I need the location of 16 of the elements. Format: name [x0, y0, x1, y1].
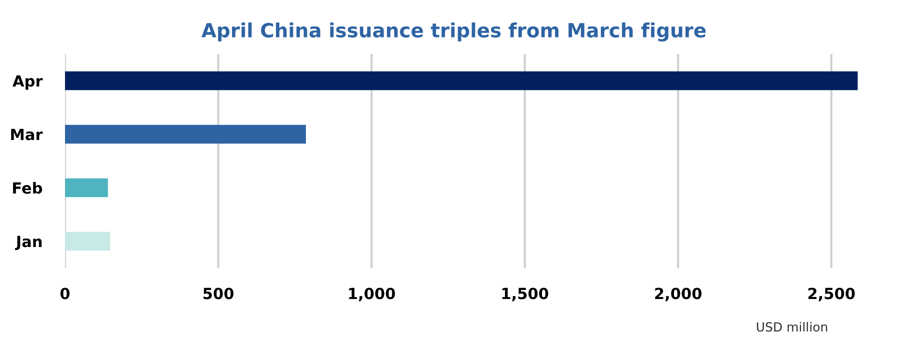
x-tick-label: 1,000 [349, 288, 395, 302]
x-tick-label: 2,500 [808, 288, 855, 302]
y-tick-label: Apr [12, 75, 43, 90]
bar [65, 71, 858, 90]
y-tick-label: Mar [11, 128, 43, 140]
x-axis-title: USD million [756, 322, 828, 332]
bar [65, 232, 110, 251]
bar [65, 178, 108, 198]
x-tick-label: 2,000 [655, 288, 702, 302]
x-tick-label: 500 [204, 288, 234, 300]
y-tick-label: Feb [13, 182, 42, 194]
x-tick-label: 1,500 [502, 288, 548, 302]
bar [65, 124, 306, 144]
x-tick-label: 0 [60, 288, 70, 300]
y-tick-label: Jan [15, 236, 42, 250]
chart-title: April China issuance triples from March figure [201, 22, 706, 42]
